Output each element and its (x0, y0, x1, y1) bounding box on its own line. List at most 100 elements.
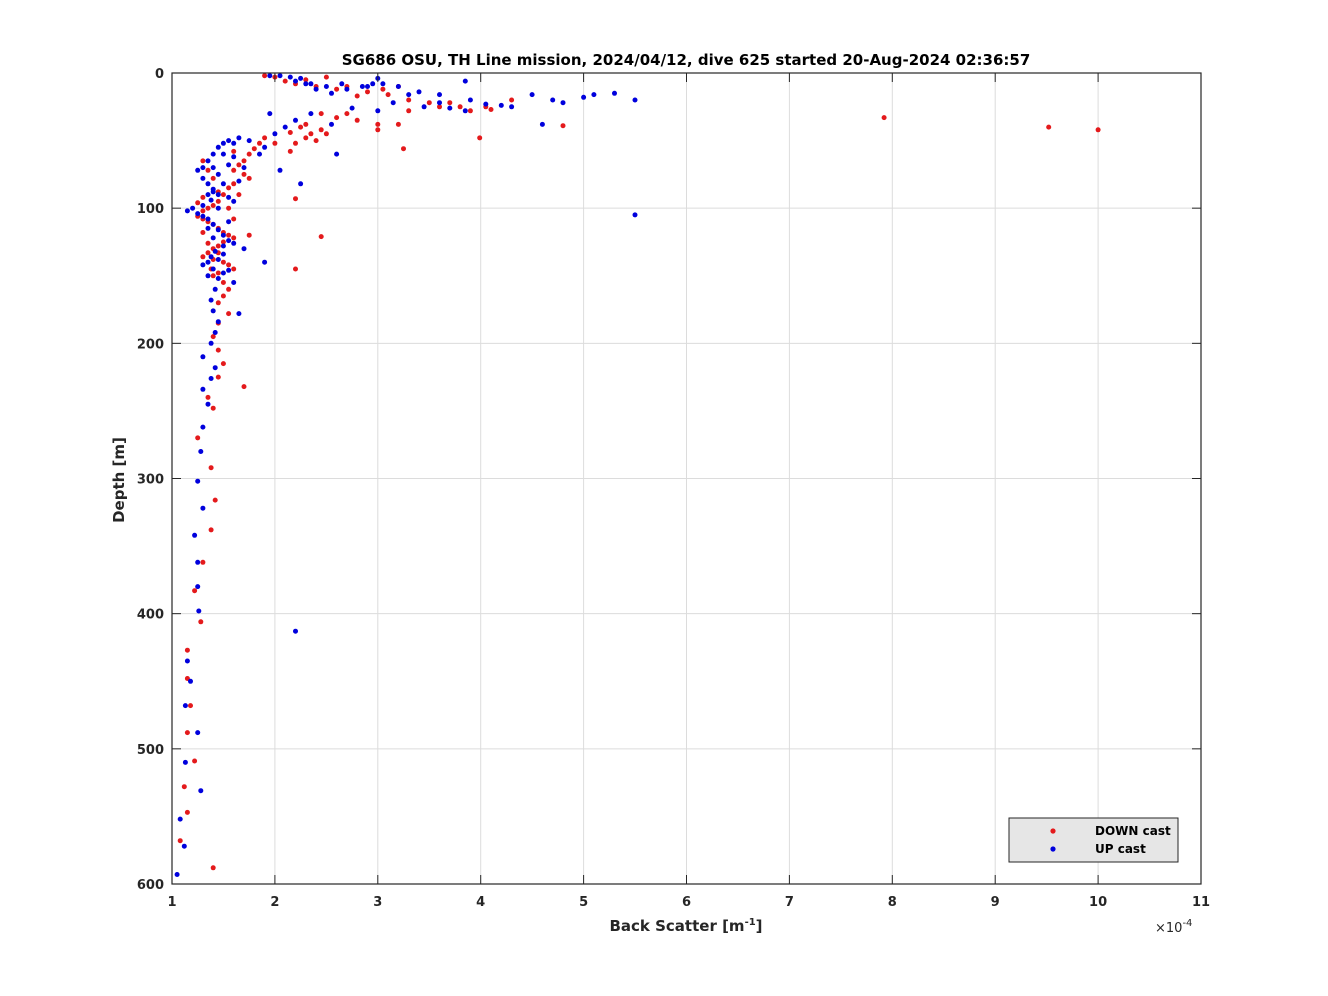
down-cast-point (195, 200, 201, 206)
up-cast-point (390, 100, 396, 106)
down-cast-point (282, 78, 288, 84)
up-cast-point (437, 100, 442, 106)
up-cast-point (632, 212, 638, 218)
up-cast-point (344, 86, 350, 92)
down-cast-point (220, 239, 226, 245)
down-cast-point (181, 784, 187, 790)
down-cast-point (226, 232, 232, 238)
down-cast-point (298, 124, 304, 130)
up-cast-point (591, 92, 597, 98)
up-cast-point (560, 100, 566, 106)
down-cast-point (246, 151, 252, 157)
up-cast-point (220, 251, 226, 257)
down-cast-point (365, 89, 370, 95)
up-cast-point (272, 131, 278, 137)
down-cast-point (220, 293, 226, 299)
up-cast-point (200, 262, 206, 268)
up-cast-point (210, 235, 216, 241)
down-cast-point (188, 703, 193, 709)
down-cast-point (323, 131, 329, 137)
x-tick-label: 2 (270, 895, 279, 910)
down-cast-point (354, 93, 360, 99)
down-cast-point (287, 148, 293, 154)
up-cast-point (210, 151, 216, 157)
down-cast-point (220, 192, 226, 198)
down-cast-point (380, 86, 386, 92)
up-cast-point (257, 151, 262, 157)
down-cast-point (184, 809, 190, 815)
down-cast-point (334, 115, 340, 121)
down-cast-point (205, 240, 211, 246)
up-cast-point (220, 181, 226, 187)
legend-marker-up-cast (1050, 846, 1056, 852)
up-cast-point (287, 74, 293, 80)
down-cast-point (241, 158, 247, 164)
down-cast-point (220, 259, 226, 265)
down-cast-point (303, 121, 309, 127)
down-cast-point (212, 497, 218, 503)
down-cast-point (231, 181, 237, 187)
down-cast-point (205, 167, 211, 173)
up-cast-point (277, 73, 283, 79)
y-tick-label: 100 (137, 202, 164, 217)
up-cast-point (241, 165, 247, 171)
up-cast-point (200, 505, 206, 511)
down-cast-point (208, 527, 214, 533)
up-cast-point (188, 678, 193, 684)
up-cast-point (380, 81, 386, 87)
up-cast-point (483, 101, 489, 107)
down-cast-point (262, 73, 268, 79)
up-cast-point (231, 198, 237, 204)
up-cast-point (205, 225, 211, 231)
up-cast-point (220, 243, 226, 249)
y-axis-label: Depth [m] (110, 437, 128, 523)
x-tick-label: 8 (888, 895, 897, 910)
up-cast-point (267, 73, 273, 79)
up-cast-point (195, 478, 201, 484)
down-cast-point (200, 158, 206, 164)
up-cast-point (246, 138, 252, 144)
up-cast-point (308, 81, 314, 87)
down-cast-point (401, 146, 406, 152)
legend: DOWN cast UP cast (1008, 817, 1179, 863)
up-cast-point (198, 788, 204, 794)
y-tick-label: 600 (137, 878, 164, 893)
up-cast-point (375, 108, 381, 114)
up-cast-point (437, 92, 442, 98)
up-cast-point (184, 658, 190, 664)
up-cast-point (192, 532, 198, 538)
up-cast-point (462, 108, 468, 114)
up-cast-point (298, 181, 304, 187)
up-cast-point (215, 276, 221, 281)
x-tick-label: 1 (167, 895, 176, 910)
up-cast-point (632, 97, 638, 103)
up-cast-point (236, 311, 242, 317)
down-cast-point (200, 230, 206, 235)
up-cast-point (200, 386, 206, 392)
down-cast-point (226, 262, 232, 268)
up-cast-point (421, 104, 427, 110)
up-cast-point (612, 90, 617, 96)
up-cast-point (208, 254, 214, 260)
legend-label-up-cast: UP cast (1095, 842, 1146, 856)
up-cast-point (212, 365, 218, 371)
up-cast-point (181, 843, 187, 849)
up-cast-point (236, 178, 242, 184)
up-cast-point (262, 259, 268, 265)
up-cast-point (293, 628, 298, 634)
up-cast-point (205, 273, 211, 279)
down-cast-point (236, 192, 242, 198)
chart-title: SG686 OSU, TH Line mission, 2024/04/12, … (342, 51, 1031, 69)
down-cast-point (220, 280, 226, 285)
down-cast-point (200, 208, 206, 214)
axis-ticks (171, 72, 1202, 885)
up-cast-point (539, 121, 545, 127)
up-cast-point (462, 78, 468, 84)
down-cast-point (226, 286, 232, 292)
x-axis-label-end: ] (756, 917, 763, 935)
up-cast-point (231, 280, 237, 285)
up-cast-point (205, 181, 211, 187)
up-cast-point (226, 267, 232, 273)
down-cast-point (200, 559, 206, 565)
y-tick-label: 0 (155, 67, 164, 82)
